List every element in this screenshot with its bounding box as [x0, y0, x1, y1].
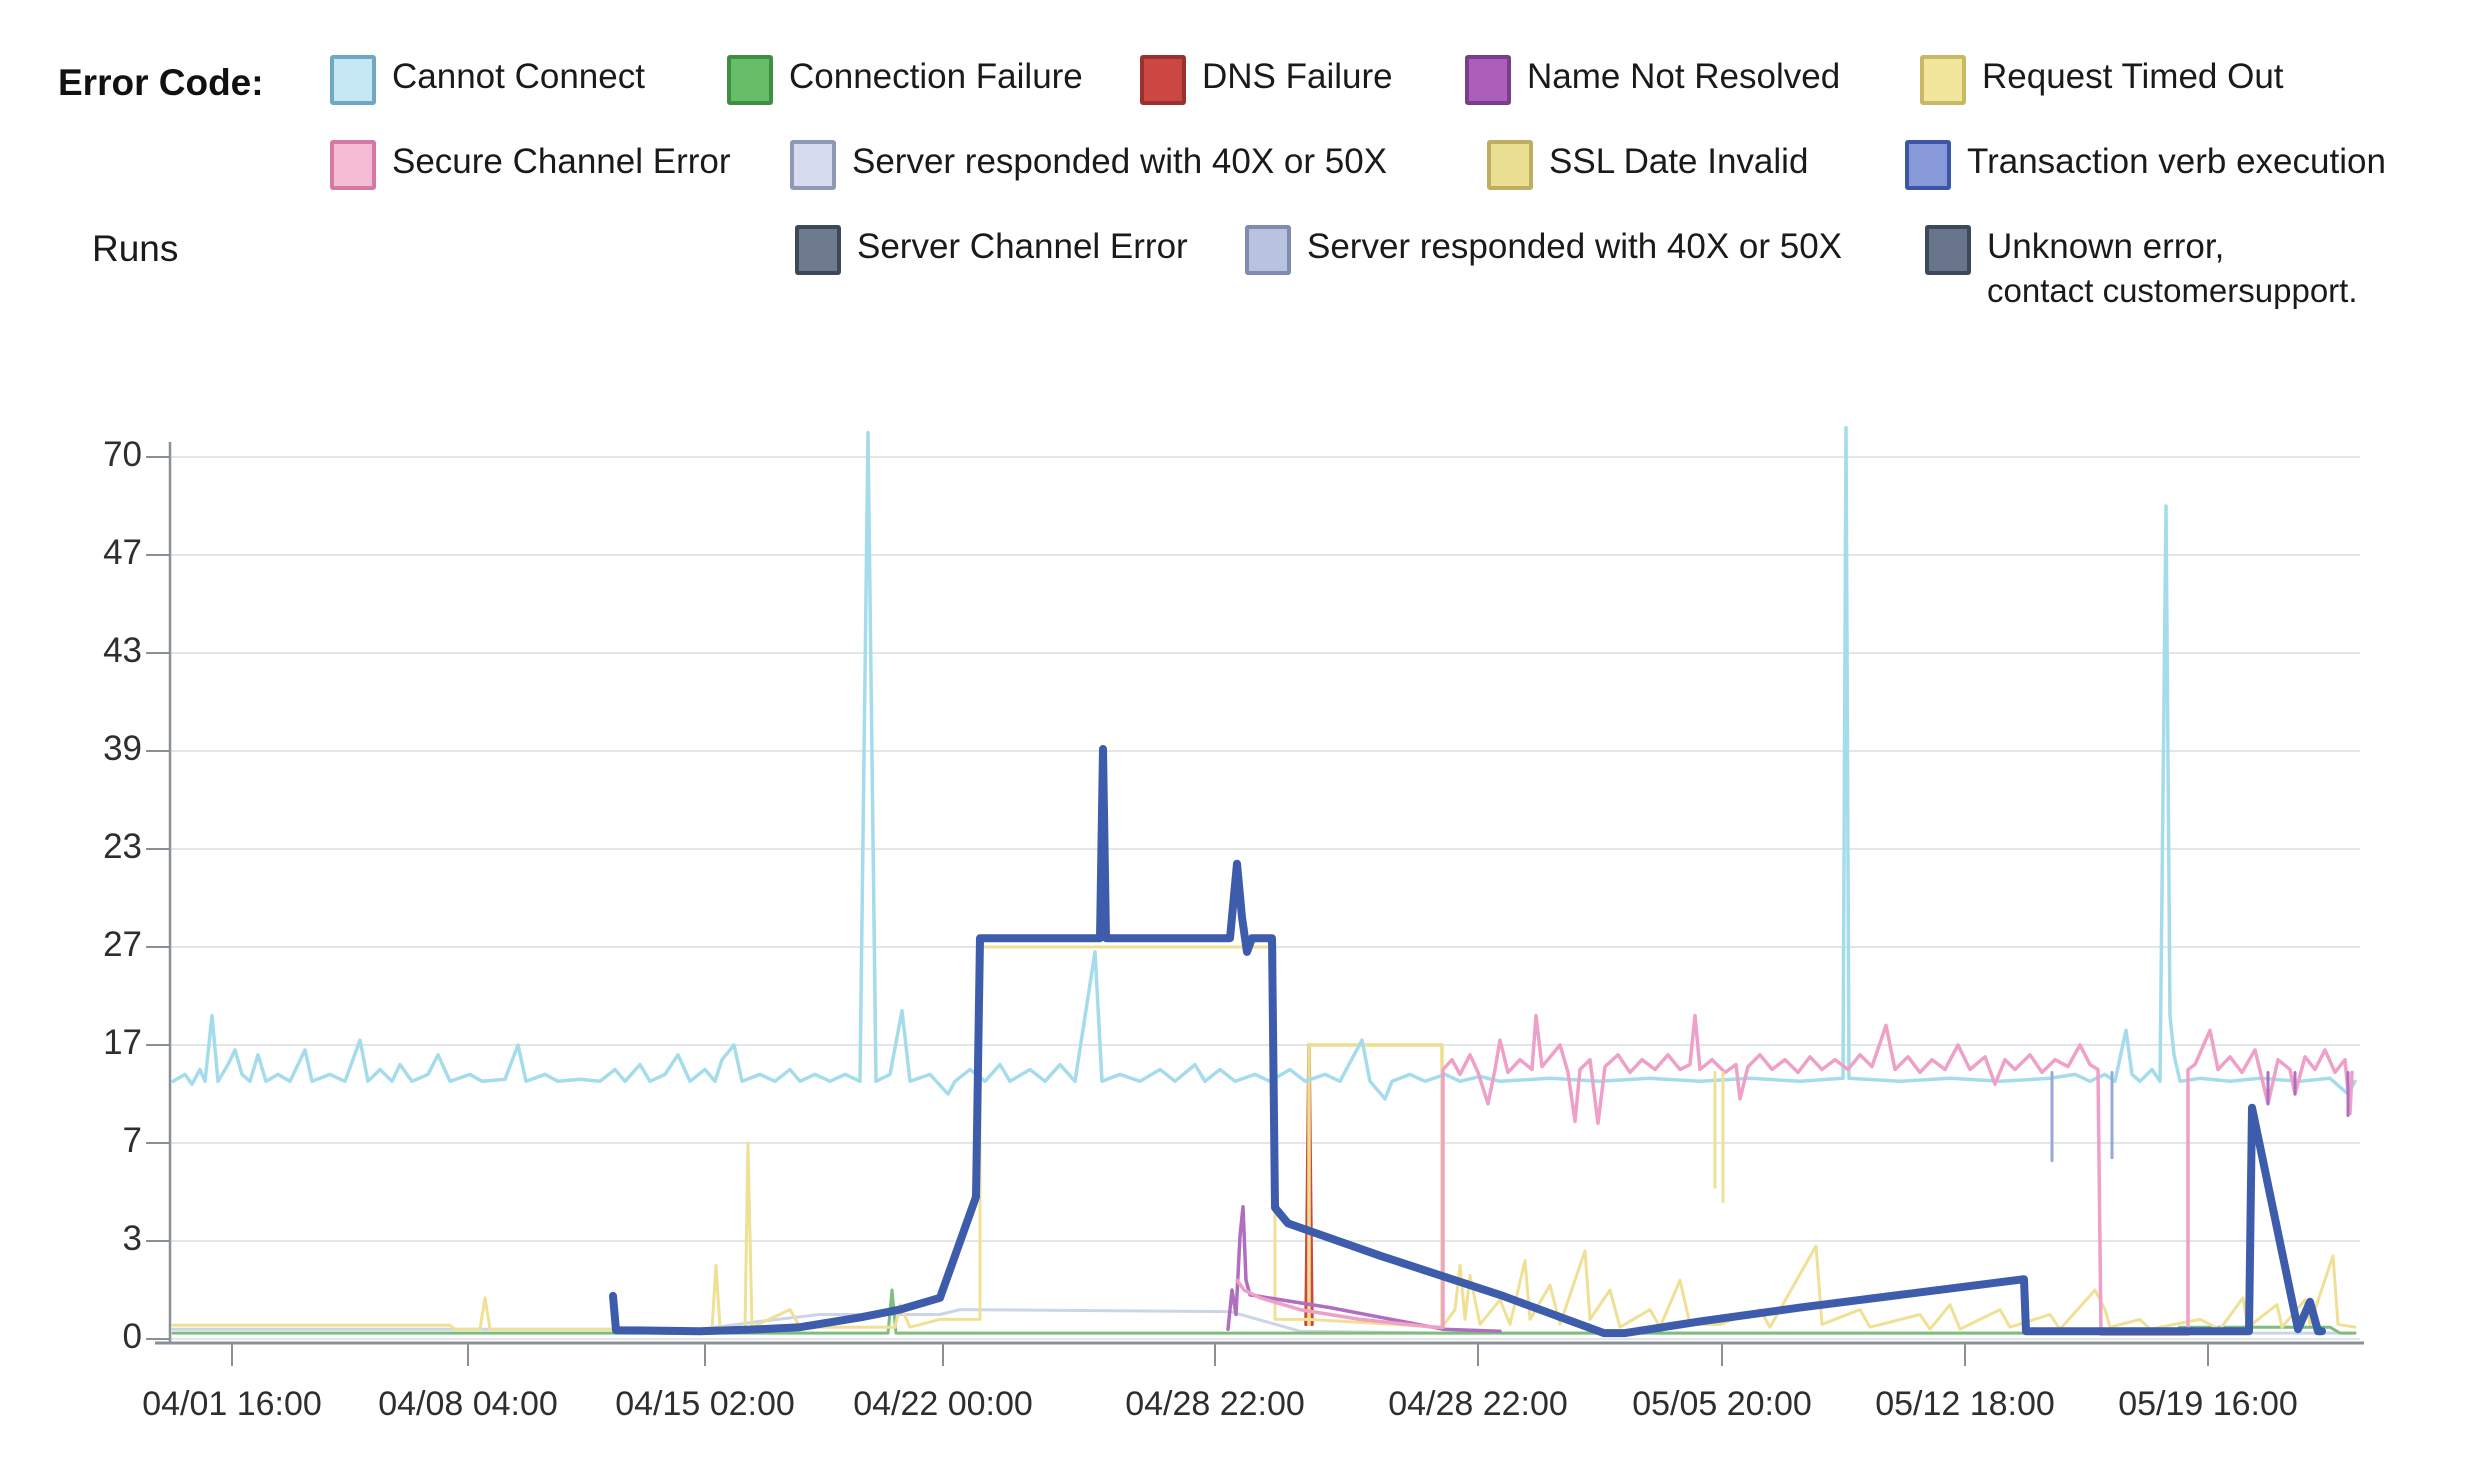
legend-label: Unknown error,: [1987, 227, 2225, 266]
legend-swatch-icon: [727, 55, 773, 105]
legend-label: SSL Date Invalid: [1549, 142, 1809, 181]
y-tick-label: 17: [103, 1023, 142, 1062]
legend-swatch-icon: [330, 140, 376, 190]
x-tick-label: 04/28 22:00: [1125, 1385, 1305, 1423]
legend-label: Name Not Resolved: [1527, 57, 1841, 96]
series-name-not-resolved: [1226, 1204, 1502, 1333]
y-tick-label: 23: [103, 827, 142, 866]
y-tick-label: 27: [103, 925, 142, 964]
legend-swatch-icon: [1487, 140, 1533, 190]
legend-label: Server responded with 40X or 50X: [852, 142, 1388, 181]
legend-swatch-icon: [330, 55, 376, 105]
x-tick-label: 05/19 16:00: [2118, 1385, 2298, 1423]
y-tick-label: 3: [122, 1219, 142, 1258]
y-tick-label: 43: [103, 631, 142, 670]
legend-label: Secure Channel Error: [392, 142, 731, 181]
series-cannot-connect: [171, 425, 2357, 1101]
y-tick-label: 47: [103, 533, 142, 572]
y-tick-label: 39: [103, 729, 142, 768]
series-request-timed-out: [171, 945, 2357, 1331]
series-secure-channel-error: [1235, 1013, 2354, 1336]
y-tick-label: 70: [103, 435, 142, 474]
x-tick-label: 04/28 22:00: [1388, 1385, 1568, 1423]
legend-swatch-icon: [790, 140, 836, 190]
legend-swatch-icon: [1245, 225, 1291, 275]
y-tick-label: 7: [122, 1121, 142, 1160]
y-tick-label: 0: [122, 1317, 142, 1356]
legend-label: Server responded with 40X or 50X: [1307, 227, 1843, 266]
legend-title: Error Code:: [58, 62, 264, 103]
legend-label: Cannot Connect: [392, 57, 645, 96]
legend-label: Transaction verb execution: [1967, 142, 2386, 181]
y-axis-title: Runs: [92, 228, 179, 269]
x-tick-label: 04/01 16:00: [142, 1385, 322, 1423]
legend-swatch-icon: [1925, 225, 1971, 275]
legend-label-line2: contact customersupport.: [1987, 272, 2358, 309]
x-tick-label: 04/22 00:00: [853, 1385, 1033, 1423]
legend-label: Request Timed Out: [1982, 57, 2284, 96]
series-transaction-verb-execution: [609, 745, 2326, 1338]
legend-swatch-icon: [1905, 140, 1951, 190]
legend-label: Connection Failure: [789, 57, 1083, 96]
x-tick-label: 04/15 02:00: [615, 1385, 795, 1423]
legend-swatch-icon: [1140, 55, 1186, 105]
legend-label: Server Channel Error: [857, 227, 1188, 266]
legend-label: DNS Failure: [1202, 57, 1393, 96]
legend-swatch-icon: [1920, 55, 1966, 105]
legend-swatch-icon: [1465, 55, 1511, 105]
x-tick-label: 05/05 20:00: [1632, 1385, 1812, 1423]
x-tick-label: 04/08 04:00: [378, 1385, 558, 1423]
legend-swatch-icon: [795, 225, 841, 275]
x-tick-label: 05/12 18:00: [1875, 1385, 2055, 1423]
